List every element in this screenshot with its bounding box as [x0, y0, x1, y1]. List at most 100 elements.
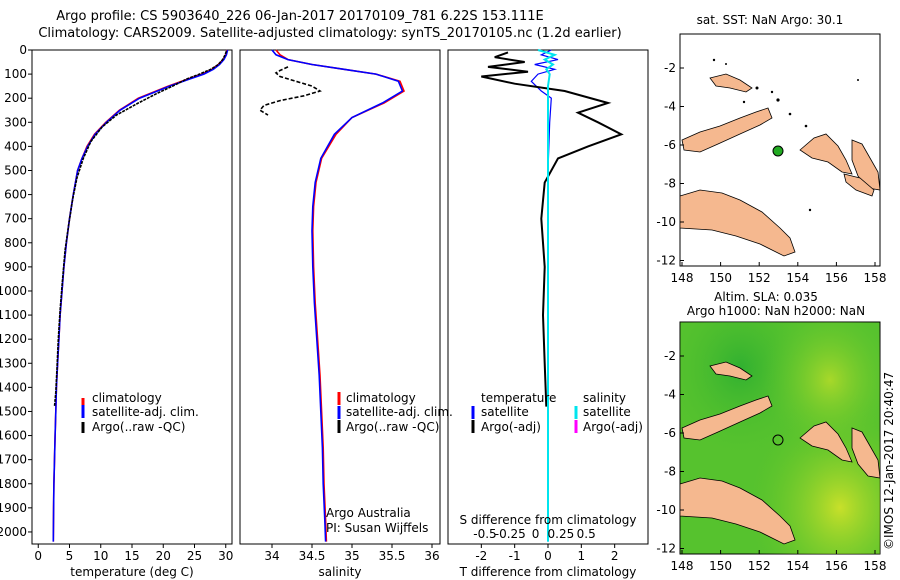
s-difference-label: S difference from climatology — [460, 513, 637, 527]
map-y-tick-label: -12 — [656, 254, 676, 268]
x-tick2-label: 0.5 — [577, 527, 596, 541]
figure-title-line1: Argo profile: CS 5903640_226 06-Jan-2017… — [56, 9, 544, 24]
sla-map-title1: Altim. SLA: 0.035 — [714, 290, 818, 304]
y-tick-label: 1800 — [0, 477, 27, 491]
x-tick2-label: -0.5 — [473, 527, 496, 541]
map-y-tick-label: -4 — [664, 388, 676, 402]
y-tick-label: 700 — [4, 212, 27, 226]
x-tick-label: 0 — [34, 549, 42, 563]
figure-title-line2: Climatology: CARS2009. Satellite-adjuste… — [38, 26, 621, 41]
map-y-tick-label: -8 — [664, 465, 676, 479]
y-tick-label: 1100 — [0, 308, 27, 322]
sst-map: sat. SST: NaN Argo: 30.1 — [679, 13, 881, 267]
legend-satellite: satellite-adj. clim. — [92, 405, 199, 419]
legend-sal-argo: Argo(-adj) — [583, 420, 643, 434]
map-y-tick-label: -4 — [664, 100, 676, 114]
y-tick-label: 400 — [4, 139, 27, 153]
series-line-temperature-argo-adj- — [481, 51, 624, 407]
x-tick-label: 5 — [66, 549, 74, 563]
x-tick-label: -2 — [475, 549, 487, 563]
sla-map-title2: Argo h1000: NaN h2000: NaN — [687, 304, 865, 318]
series-line-climatology — [52, 49, 228, 542]
map-y-tick-label: -12 — [656, 542, 676, 556]
series-line-satellite-adj-clim- — [271, 49, 404, 542]
legend-temperature-title: temperature — [481, 391, 556, 405]
temperature-panel: 0 5 10 15 20 25 300100200300400500600700800900… — [0, 43, 233, 563]
map-x-tick-label: 152 — [748, 271, 771, 285]
annotation-line1: Argo Australia — [326, 506, 411, 520]
y-tick-label: 1300 — [0, 356, 27, 370]
legend-argo: Argo(..raw -QC) — [92, 420, 185, 434]
map-y-tick-label: -6 — [664, 426, 676, 440]
map-x-tick-label: 152 — [748, 559, 771, 573]
map-x-tick-label: 156 — [825, 559, 848, 573]
islands — [712, 58, 859, 212]
coastline — [679, 361, 881, 545]
salinity-panel-frame — [239, 49, 441, 545]
series-line-satellite-adj-clim- — [52, 49, 229, 542]
sst-map-title: sat. SST: NaN Argo: 30.1 — [697, 13, 844, 27]
x-tick2-label: 0.25 — [548, 527, 575, 541]
salinity-legend: climatology satellite-adj. clim. Argo(..… — [326, 391, 453, 535]
y-tick-label: 600 — [4, 188, 27, 202]
y-tick-label: 2000 — [0, 525, 27, 539]
t-difference-xlabel: T difference from climatology — [459, 565, 637, 579]
y-tick-label: 1700 — [0, 453, 27, 467]
y-tick-label: 200 — [4, 91, 27, 105]
temperature-xlabel: temperature (deg C) — [70, 565, 193, 579]
legend-salinity-title: salinity — [583, 391, 626, 405]
y-tick-label: 1500 — [0, 404, 27, 418]
y-tick-label: 500 — [4, 163, 27, 177]
argo-float-marker — [772, 434, 784, 446]
y-tick-label: 800 — [4, 236, 27, 250]
legend-satellite: satellite-adj. clim. — [346, 405, 453, 419]
map-y-tick-label: -8 — [664, 177, 676, 191]
map-x-tick-label: 148 — [671, 271, 694, 285]
y-tick-label: 0 — [19, 43, 27, 57]
salinity-panel: 34 34.5 35 35.5 36 — [258, 49, 440, 563]
x-tick-label: 20 — [156, 549, 171, 563]
argo-float-marker — [772, 145, 784, 157]
series-line-argo-raw-qc- — [258, 66, 322, 116]
map-x-tick-label: 154 — [786, 271, 809, 285]
x-tick-label: 30 — [218, 549, 233, 563]
y-tick-label: 1400 — [0, 380, 27, 394]
x-tick-label: 2 — [611, 549, 619, 563]
series-line-salinity-satellite — [537, 49, 558, 542]
series-line-climatology — [275, 49, 406, 542]
map-x-tick-label: 158 — [864, 271, 887, 285]
map-x-tick-label: 148 — [671, 559, 694, 573]
y-tick-label: 1200 — [0, 332, 27, 346]
x-tick-label: 15 — [124, 549, 139, 563]
x-tick2-label: 0 — [532, 527, 540, 541]
map-x-tick-label: 154 — [786, 559, 809, 573]
series-line-argo-raw-qc- — [53, 50, 228, 407]
y-tick-label: 1600 — [0, 429, 27, 443]
map-y-tick-label: -10 — [656, 503, 676, 517]
map-y-tick-label: -6 — [664, 138, 676, 152]
y-tick-label: 100 — [4, 67, 27, 81]
map-y-tick-label: -2 — [664, 349, 676, 363]
x-tick-label: -1 — [509, 549, 521, 563]
legend-climatology: climatology — [346, 391, 416, 405]
difference-legend: temperature satellite Argo(-adj) salinit… — [471, 391, 643, 434]
map-y-tick-label: -2 — [664, 61, 676, 75]
salinity-xlabel: salinity — [318, 565, 361, 579]
x-tick-label: 36 — [424, 549, 439, 563]
legend-temp-argo: Argo(-adj) — [481, 420, 541, 434]
legend-argo: Argo(..raw -QC) — [346, 420, 439, 434]
y-tick-label: 900 — [4, 260, 27, 274]
map-x-tick-label: 158 — [864, 559, 887, 573]
coastline — [679, 73, 881, 257]
map-x-tick-label: 150 — [709, 271, 732, 285]
map-x-tick-label: 156 — [825, 271, 848, 285]
x-tick-label: 35 — [344, 549, 359, 563]
x-tick-label: 25 — [187, 549, 202, 563]
x-tick-label: 34 — [264, 549, 279, 563]
x-tick-label: 35.5 — [379, 549, 406, 563]
map-axes: 148 150 152 154 156 158 -2 -4 -6 -8 -10 -12 148 150 15… — [656, 61, 886, 573]
map-x-tick-label: 150 — [709, 559, 732, 573]
y-tick-label: 300 — [4, 115, 27, 129]
difference-panel: -2 -1 0 1 2 -0.5-0.25 0 0.25 0.5 — [473, 49, 624, 563]
